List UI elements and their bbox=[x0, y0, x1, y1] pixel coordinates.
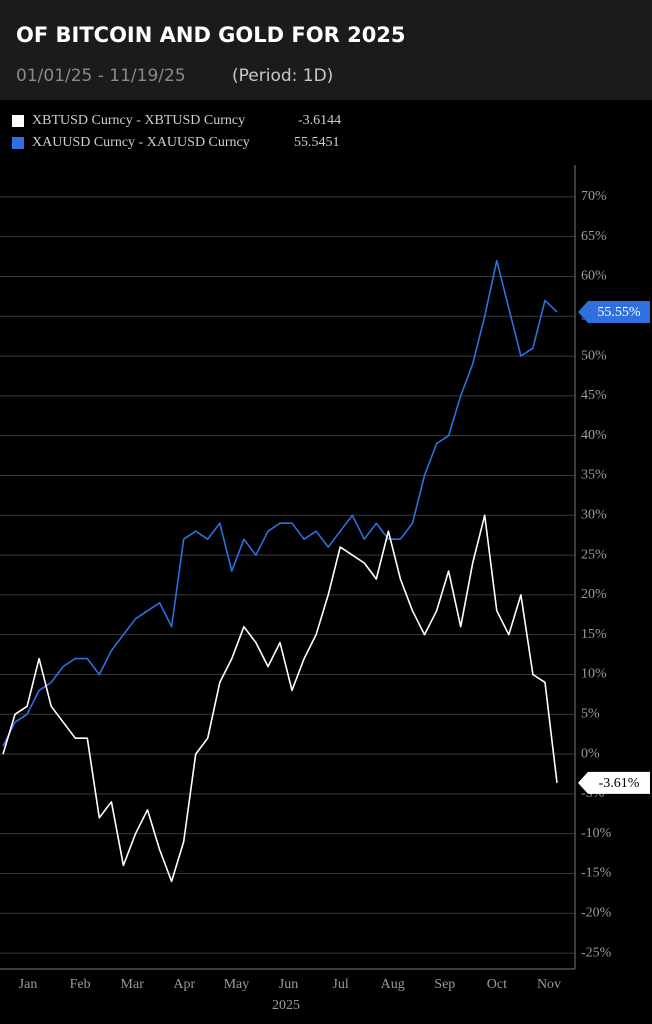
legend-swatch bbox=[12, 115, 24, 127]
x-tick-label: Feb bbox=[70, 977, 91, 992]
x-tick-label: Mar bbox=[121, 977, 145, 992]
legend-swatch bbox=[12, 137, 24, 149]
y-tick-label: 0% bbox=[581, 746, 600, 761]
series-line bbox=[2, 514, 558, 883]
y-tick-label: 45% bbox=[581, 388, 607, 403]
y-tick-label: 30% bbox=[581, 507, 607, 522]
y-tick-label: 10% bbox=[581, 667, 607, 682]
y-tick-label: 50% bbox=[581, 348, 607, 363]
legend-label: XBTUSD Curncy - XBTUSD Curncy bbox=[32, 113, 245, 128]
header-bg bbox=[0, 0, 652, 100]
x-tick-label: Jun bbox=[279, 977, 298, 992]
x-tick-label: Oct bbox=[487, 977, 507, 992]
x-tick-label: Apr bbox=[173, 977, 195, 992]
x-tick-label: May bbox=[224, 977, 250, 992]
end-tag bbox=[578, 300, 650, 323]
legend-value: 55.5451 bbox=[294, 135, 340, 150]
y-tick-label: 20% bbox=[581, 587, 607, 602]
legend-label: XAUUSD Curncy - XAUUSD Curncy bbox=[32, 135, 250, 150]
end-tag-label: -3.61% bbox=[599, 776, 640, 791]
y-tick-label: 35% bbox=[581, 468, 607, 483]
date-range: 01/01/25 - 11/19/25 bbox=[16, 66, 186, 86]
x-axis-label: 2025 bbox=[272, 998, 300, 1013]
y-tick-label: 40% bbox=[581, 428, 607, 443]
y-tick-label: 5% bbox=[581, 706, 600, 721]
y-tick-label: 15% bbox=[581, 627, 607, 642]
y-tick-label: 60% bbox=[581, 269, 607, 284]
series-line bbox=[2, 259, 558, 747]
y-tick-label: -10% bbox=[581, 826, 612, 841]
x-tick-label: Jan bbox=[19, 977, 38, 992]
x-tick-label: Sep bbox=[434, 977, 455, 992]
x-tick-label: Jul bbox=[332, 977, 348, 992]
end-tag bbox=[578, 771, 650, 794]
y-tick-label: 70% bbox=[581, 189, 607, 204]
y-tick-label: -25% bbox=[581, 945, 612, 960]
y-tick-label: -15% bbox=[581, 866, 612, 881]
y-tick-label: 25% bbox=[581, 547, 607, 562]
y-tick-label: -20% bbox=[581, 905, 612, 920]
chart-title: OF BITCOIN AND GOLD FOR 2025 bbox=[16, 23, 406, 47]
y-tick-label: 65% bbox=[581, 229, 607, 244]
x-tick-label: Nov bbox=[537, 977, 561, 992]
end-tag-label: 55.55% bbox=[597, 305, 641, 320]
period: (Period: 1D) bbox=[232, 66, 333, 86]
x-tick-label: Aug bbox=[381, 977, 405, 992]
legend-value: -3.6144 bbox=[298, 113, 341, 128]
